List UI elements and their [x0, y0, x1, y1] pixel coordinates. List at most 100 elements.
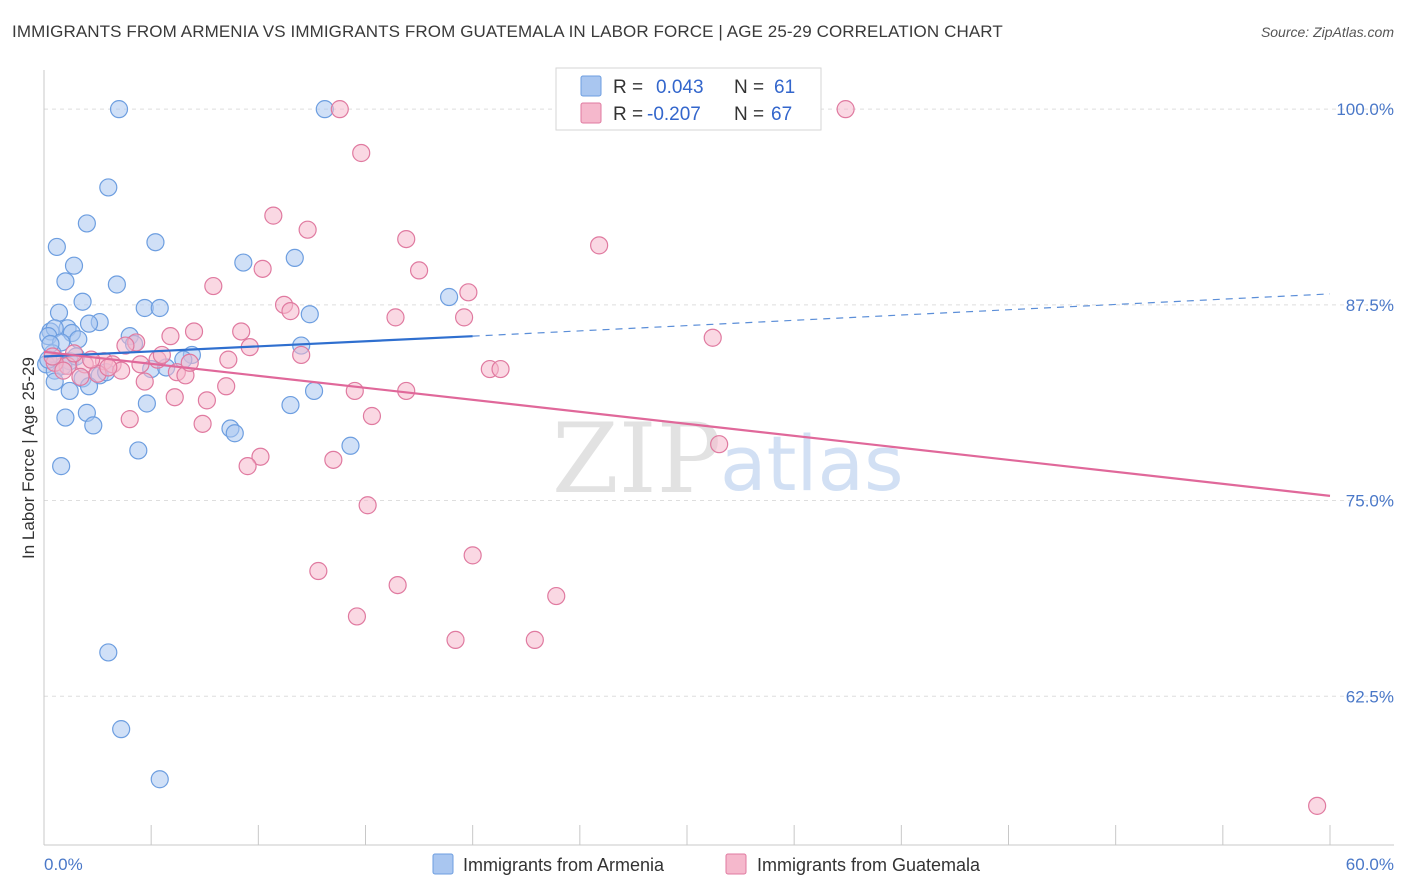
scatter-point — [225, 424, 244, 443]
watermark-atlas: atlas — [720, 419, 904, 508]
scatter-point — [324, 450, 343, 469]
scatter-point — [49, 303, 69, 322]
scatter-point — [836, 100, 855, 119]
stats-legend: R = 0.043 N = 61 R = -0.207 N = 67 — [555, 67, 822, 131]
scatter-point — [150, 298, 169, 318]
x-axis-ticks — [43, 825, 1331, 845]
y-tick-label: 62.5% — [1346, 687, 1394, 706]
scatter-point — [386, 308, 405, 327]
scatter-point — [99, 178, 118, 197]
scatter-point — [300, 305, 319, 324]
legend-r-label-guatemala: R = — [613, 104, 643, 125]
scatter-point — [446, 630, 465, 649]
trend-line-armenia — [43, 335, 473, 358]
x-tick-label-max: 60.0% — [1346, 855, 1394, 874]
scatter-point — [152, 345, 171, 365]
scatter-point — [54, 361, 73, 380]
scatter-point — [352, 143, 371, 163]
scatter-point — [409, 261, 429, 280]
scatter-point — [204, 276, 223, 296]
legend-r-value-guatemala: -0.207 — [647, 104, 701, 125]
armenia-points — [37, 100, 459, 789]
scatter-point — [397, 229, 416, 249]
scatter-point — [64, 344, 84, 363]
legend-swatch-armenia — [580, 75, 602, 97]
legend-swatch-guatemala — [580, 102, 602, 124]
legend-n-label-armenia: N = — [734, 77, 764, 98]
scatter-point — [84, 416, 103, 435]
trend-line-armenia-extension — [472, 293, 1331, 337]
scatter-point — [107, 275, 126, 294]
y-tick-labels: 62.5% 75.0% 87.5% 100.0% — [1336, 100, 1394, 706]
scatter-point — [309, 561, 328, 581]
scatter-point — [459, 283, 478, 302]
y-tick-label: 87.5% — [1346, 296, 1394, 315]
guatemala-points — [43, 100, 1327, 815]
scatter-point — [193, 414, 212, 433]
scatter-point — [99, 358, 118, 377]
legend-r-label-armenia: R = — [613, 77, 643, 98]
scatter-point — [137, 394, 156, 413]
scatter-point — [281, 395, 300, 415]
scatter-point — [56, 272, 75, 291]
scatter-point — [165, 388, 184, 407]
series-legend: Immigrants from Armenia Immigrants from … — [432, 853, 981, 875]
scatter-point — [79, 314, 99, 333]
trend-lines — [43, 293, 1331, 497]
axes — [43, 70, 1394, 846]
scatter-point — [330, 100, 349, 119]
scatter-point — [525, 630, 544, 649]
y-tick-label: 75.0% — [1346, 492, 1394, 511]
scatter-point — [710, 435, 729, 454]
scatter-point — [234, 253, 253, 272]
scatter-point — [703, 328, 722, 347]
scatter-point — [281, 302, 300, 321]
legend-r-value-armenia: 0.043 — [656, 77, 704, 98]
scatter-point — [285, 248, 304, 267]
scatter-point — [251, 447, 270, 466]
watermark-zip: ZIP — [552, 403, 721, 515]
scatter-point — [292, 345, 311, 365]
scatter-point — [341, 436, 360, 455]
scatter-point — [264, 206, 283, 225]
scatter-point — [238, 457, 257, 476]
trend-line-guatemala — [43, 350, 1331, 497]
legend-n-value-armenia: 61 — [774, 77, 795, 98]
scatter-point — [112, 720, 131, 739]
scatter-point — [232, 322, 251, 341]
scatter-point — [71, 367, 90, 386]
scatter-point — [547, 586, 566, 606]
scatter-point — [298, 220, 317, 239]
scatter-point — [347, 607, 367, 626]
legend-n-value-guatemala: 67 — [771, 104, 792, 125]
scatter-point — [217, 377, 236, 396]
chart-title: IMMIGRANTS FROM ARMENIA VS IMMIGRANTS FR… — [12, 22, 1003, 41]
scatter-point — [463, 546, 482, 565]
x-tick-label-min: 0.0% — [44, 855, 83, 874]
scatter-point — [358, 496, 377, 515]
source-credit: Source: ZipAtlas.com — [1260, 24, 1394, 40]
scatter-point — [52, 457, 71, 476]
scatter-point — [439, 287, 459, 307]
scatter-point — [1308, 796, 1327, 815]
legend-n-label-guatemala: N = — [734, 104, 764, 125]
bottom-legend-label-armenia: Immigrants from Armenia — [463, 855, 665, 875]
scatter-point — [109, 100, 129, 119]
bottom-legend-label-guatemala: Immigrants from Guatemala — [757, 855, 981, 875]
scatter-point — [135, 372, 154, 391]
scatter-point — [146, 233, 165, 252]
scatter-point — [590, 236, 609, 255]
scatter-point — [454, 308, 474, 327]
y-tick-label: 100.0% — [1336, 100, 1394, 119]
scatter-point — [60, 381, 79, 401]
scatter-point — [47, 237, 66, 257]
scatter-point — [184, 322, 204, 341]
scatter-point — [253, 259, 272, 278]
bottom-legend-swatch-guatemala — [725, 853, 747, 875]
scatter-point — [77, 214, 96, 233]
scatter-point — [99, 643, 118, 662]
bottom-legend-swatch-armenia — [432, 853, 454, 875]
scatter-point — [116, 336, 135, 355]
scatter-point — [161, 327, 180, 346]
